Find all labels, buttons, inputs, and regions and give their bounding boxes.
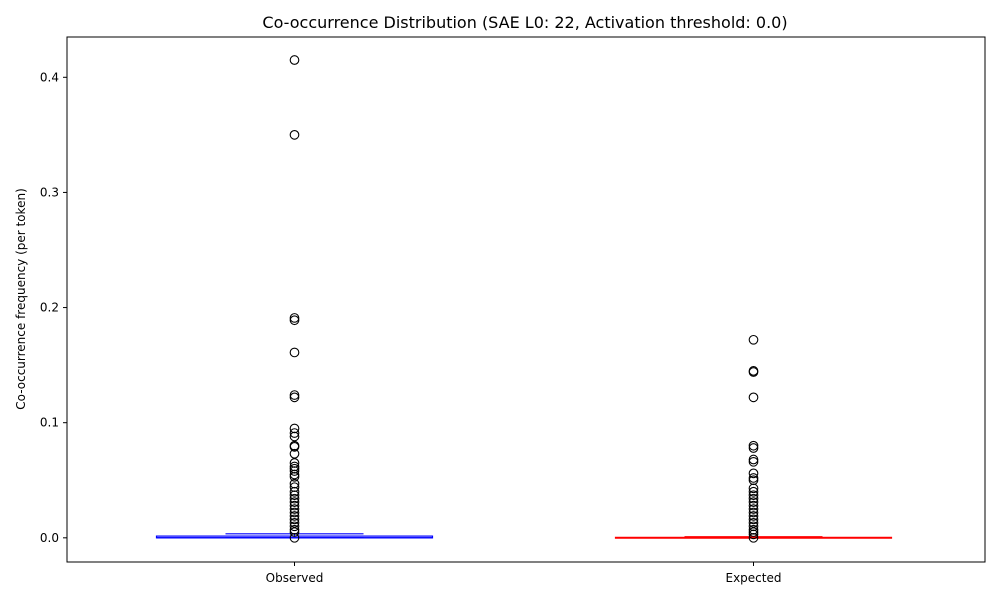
outlier-point <box>289 130 300 140</box>
outlier-point <box>748 529 759 540</box>
chart-title: Co-occurrence Distribution (SAE L0: 22, … <box>262 13 787 32</box>
outlier-point <box>289 347 300 358</box>
y-axis: 0.0 0.1 0.2 0.3 0.4 <box>40 70 67 545</box>
outlier-point <box>748 367 759 377</box>
outlier-point <box>748 504 759 514</box>
outlier-point <box>289 486 300 497</box>
outlier-point <box>289 431 300 442</box>
outlier-point <box>289 442 300 452</box>
outlier-point <box>748 473 759 483</box>
outlier-point <box>289 392 300 403</box>
outlier-point <box>748 497 759 507</box>
outlier-point <box>289 313 300 323</box>
outlier-point <box>289 469 300 480</box>
outlier-point <box>748 514 759 525</box>
outlier-point <box>289 315 300 326</box>
outlier-point <box>748 532 759 543</box>
outlier-point <box>748 334 759 345</box>
outlier-point <box>289 511 300 521</box>
outlier-point <box>289 493 300 504</box>
outlier-point <box>289 471 300 482</box>
outlier-point <box>748 468 759 479</box>
outlier-point <box>289 507 300 518</box>
outlier-point <box>289 428 300 438</box>
y-tick-label: 0.2 <box>40 301 59 315</box>
outlier-point <box>748 456 759 467</box>
box-group <box>155 55 434 543</box>
outlier-point <box>289 497 300 507</box>
outlier-point <box>289 518 300 528</box>
y-tick-label: 0.1 <box>40 416 59 430</box>
x-axis: Observed Expected <box>266 562 782 585</box>
box-group <box>614 334 893 543</box>
outlier-point <box>748 500 759 511</box>
outlier-point <box>289 514 300 525</box>
plot-content <box>155 55 893 543</box>
outlier-point <box>748 454 759 465</box>
y-axis-label: Co-occurrence frequency (per token) <box>14 188 28 409</box>
outlier-point <box>748 527 759 537</box>
outlier-point <box>289 521 300 532</box>
outlier-point <box>748 518 759 528</box>
outlier-point <box>748 490 759 501</box>
outlier-point <box>289 532 300 543</box>
outlier-point <box>289 500 300 511</box>
outlier-point <box>289 55 300 65</box>
y-tick-label: 0.4 <box>40 70 59 84</box>
outlier-point <box>289 504 300 514</box>
outlier-point <box>748 483 759 494</box>
x-tick-label: Observed <box>266 571 324 585</box>
y-tick-label: 0.3 <box>40 185 59 199</box>
outlier-point <box>748 511 759 521</box>
outlier-point <box>289 390 300 400</box>
outlier-point <box>748 493 759 504</box>
y-tick-label: 0.0 <box>40 531 59 545</box>
outlier-point <box>289 466 300 476</box>
outlier-point <box>748 440 759 451</box>
outlier-point <box>748 507 759 518</box>
outlier-point <box>289 490 300 501</box>
plot-frame <box>66 36 986 563</box>
outlier-point <box>748 392 759 403</box>
outlier-point <box>289 448 300 459</box>
outlier-point <box>748 486 759 497</box>
outlier-point <box>748 443 759 453</box>
outlier-point <box>289 527 300 537</box>
x-tick-label: Expected <box>726 571 782 585</box>
